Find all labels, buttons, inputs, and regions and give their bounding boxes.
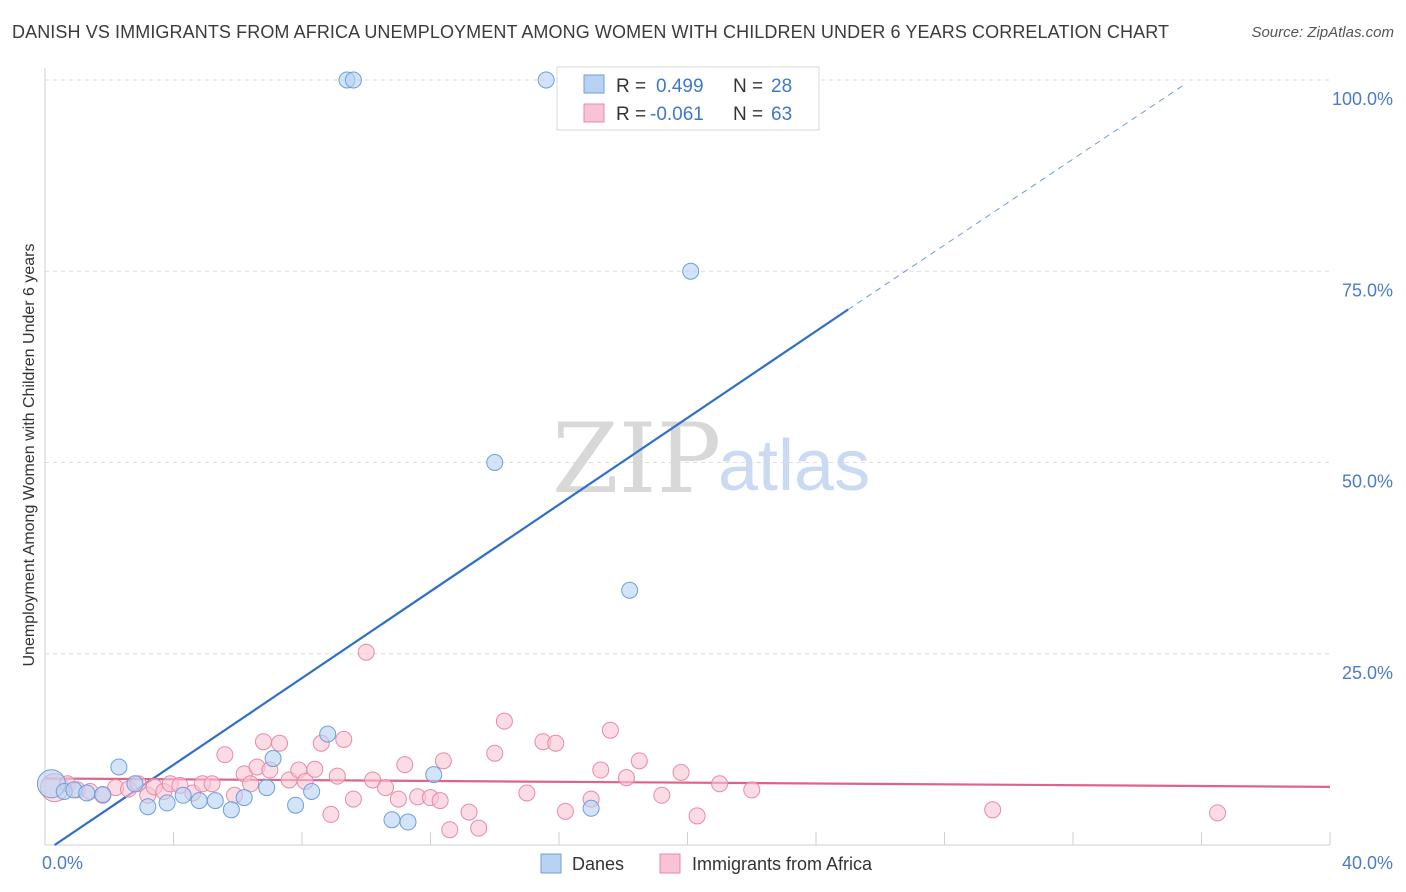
data-point [271,734,289,752]
data-point [441,821,459,839]
legend-n-label-danes: N = [733,76,763,97]
data-point [672,763,690,781]
x-tick-label: 0.0% [42,853,83,873]
data-point [431,792,449,810]
data-point [258,779,276,797]
data-point [399,813,417,831]
data-point [306,760,324,778]
data-point [743,781,761,799]
data-point [357,643,375,661]
data-point [235,789,253,807]
data-point [335,730,353,748]
data-point [389,790,407,808]
data-point [216,746,234,764]
legend-n-value-africa: 63 [771,104,792,125]
data-point [495,712,513,730]
bottom-legend-label-africa: Immigrants from Africa [692,854,873,874]
data-point [383,811,401,829]
data-point [582,799,600,817]
y-tick-label: 100.0% [1332,89,1393,109]
trend-line-danes [54,308,849,846]
data-point [396,756,414,774]
data-point [303,782,321,800]
data-point [203,775,221,793]
legend-n-value-danes: 28 [771,76,792,97]
data-point [592,761,610,779]
data-point [110,758,128,776]
data-point [328,767,346,785]
data-point [206,792,224,810]
data-point [174,786,192,804]
legend-r-label-africa: R = [616,104,646,125]
data-point [222,801,240,819]
trend-line-africa [44,777,1331,788]
data-point [470,819,488,837]
bottom-legend-swatch-africa [659,853,681,874]
x-tick-labels: 0.0% 40.0% [42,853,1393,873]
data-point [984,801,1002,819]
data-point [264,750,282,768]
legend-r-value-africa: -0.061 [650,104,704,125]
data-point [344,71,362,89]
data-point [556,802,574,820]
data-point [425,766,443,784]
data-point [653,786,671,804]
data-point [287,796,305,814]
series-immigrants-from-africa [40,643,1227,839]
correlation-legend: R = 0.499 N = 28 R = -0.061 N = 63 [556,66,820,131]
data-point [434,752,452,770]
data-point [139,798,157,816]
data-point [547,734,565,752]
data-point [377,779,395,797]
trend-line-danes-extension [847,83,1186,310]
data-point [617,769,635,787]
legend-r-label-danes: R = [616,76,646,97]
data-point [158,794,176,812]
chart-title: DANISH VS IMMIGRANTS FROM AFRICA UNEMPLO… [12,22,1170,42]
data-point [344,790,362,808]
data-point [621,581,639,599]
data-point [254,733,272,751]
grid-lines [45,79,1330,655]
watermark-zip: ZIP [552,403,721,515]
watermark-atlas: atlas [718,426,870,506]
x-tick-label: 40.0% [1342,853,1393,873]
axes [44,68,1331,846]
data-point [242,775,260,793]
y-tick-label: 75.0% [1342,280,1393,300]
data-point [486,744,504,762]
data-point [94,786,112,804]
data-point [319,725,337,743]
data-point [601,721,619,739]
data-point [364,771,382,789]
bottom-legend-swatch-danes [540,853,562,874]
data-point [78,784,96,802]
source-label: Source: ZipAtlas.com [1251,24,1394,41]
data-point [630,752,648,770]
legend-n-label-africa: N = [733,104,763,125]
bottom-legend-label-danes: Danes [572,854,624,874]
y-tick-labels: 25.0% 50.0% 75.0% 100.0% [1332,89,1393,683]
data-point [518,784,536,802]
series-legend: Danes Immigrants from Africa [540,853,873,874]
trend-lines [44,83,1331,846]
data-point [190,792,208,810]
legend-swatch-africa [583,103,605,123]
data-point [126,775,144,793]
data-point [711,775,729,793]
data-point [486,454,504,471]
series-danes [36,71,700,831]
data-point [1209,804,1227,822]
data-point [322,805,340,823]
data-point [460,803,478,821]
legend-swatch-danes [583,74,605,94]
data-point [682,262,700,280]
y-tick-label: 25.0% [1342,663,1393,683]
y-axis-label: Unemployment Among Women with Children U… [21,243,38,666]
legend-r-value-danes: 0.499 [656,76,704,97]
data-point [537,71,555,89]
data-point [688,807,706,825]
y-tick-label: 50.0% [1342,472,1393,492]
